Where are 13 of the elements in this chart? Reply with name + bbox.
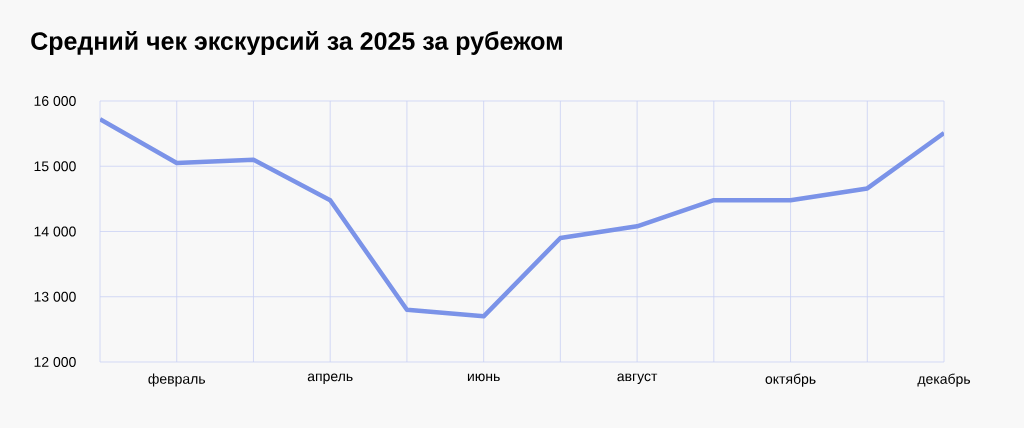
y-tick-label: 15 000 xyxy=(34,161,76,172)
x-tick-label: август xyxy=(617,373,658,384)
y-tick-label: 14 000 xyxy=(34,226,76,237)
y-tick-label: 12 000 xyxy=(34,357,76,367)
x-tick-label: декабрь xyxy=(917,373,971,387)
y-tick-label: 13 000 xyxy=(34,291,76,302)
x-tick-label: апрель xyxy=(307,373,353,384)
x-tick-label: октябрь xyxy=(765,373,816,387)
x-tick-label: июнь xyxy=(467,373,500,382)
line-series xyxy=(100,117,945,319)
chart-title: Средний чек экскурсий за 2025 за рубежом xyxy=(31,31,562,55)
x-tick-label: февраль xyxy=(148,373,206,387)
y-tick-label: 16 000 xyxy=(34,96,76,106)
